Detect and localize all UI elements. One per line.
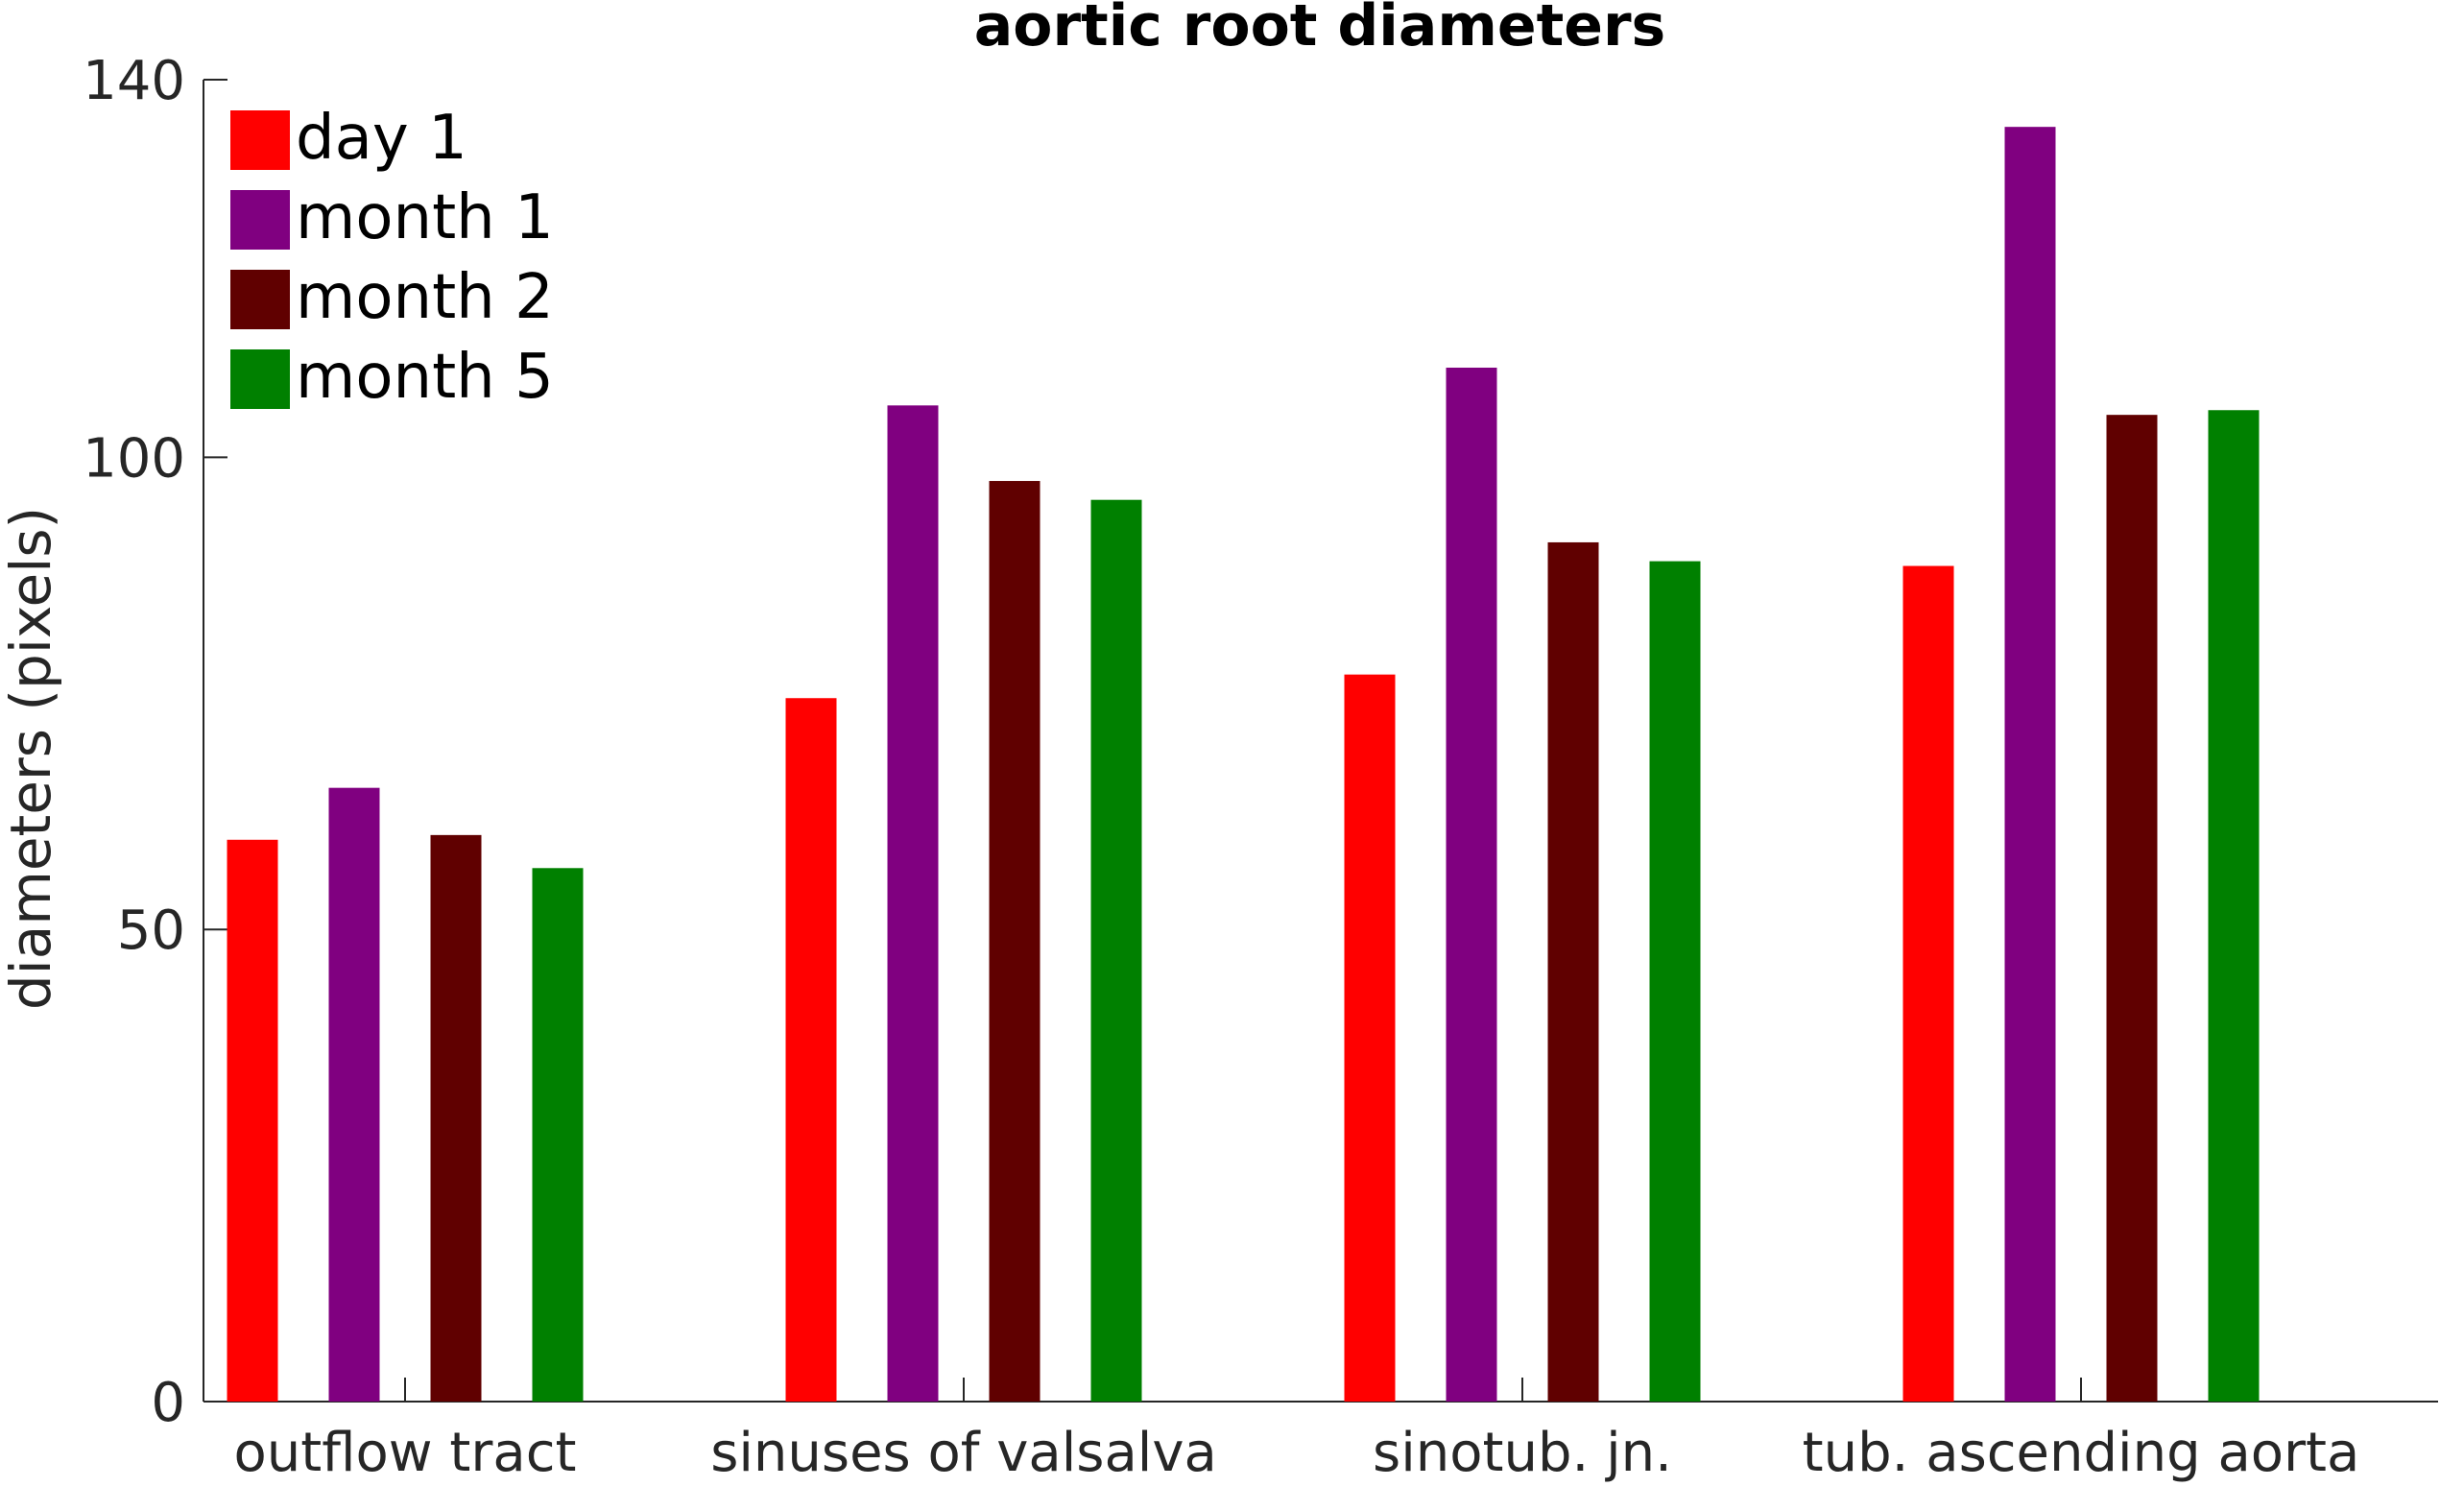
y-tick-label: 50 <box>117 899 185 962</box>
bar-month-1-1 <box>887 405 939 1402</box>
bar-day-1-0 <box>227 839 278 1402</box>
legend-swatch <box>230 190 290 250</box>
bar-month-5-0 <box>532 868 584 1402</box>
bar-month-2-1 <box>989 481 1041 1403</box>
bar-day-1-3 <box>1902 565 1954 1402</box>
bar-month-2-0 <box>430 834 482 1402</box>
legend-label: day 1 <box>296 103 467 174</box>
y-tick-label: 140 <box>83 50 185 112</box>
bar-month-2-2 <box>1547 541 1599 1402</box>
bar-month-5-3 <box>2208 410 2260 1402</box>
legend: day 1 month 1 month 2 month 5 <box>230 103 554 413</box>
bar-month-1-2 <box>1446 367 1497 1403</box>
legend-label: month 5 <box>296 342 554 413</box>
legend-swatch <box>230 110 290 170</box>
bar-month-2-3 <box>2106 415 2158 1402</box>
bar-month-5-1 <box>1090 499 1142 1402</box>
x-tick-label: sinuses of valsalva <box>710 1422 1217 1484</box>
x-tick-label: outflow tract <box>234 1422 577 1484</box>
bar-month-5-2 <box>1649 561 1701 1402</box>
bars <box>227 127 2260 1403</box>
bar-day-1-2 <box>1344 674 1396 1402</box>
y-tick-label: 0 <box>151 1372 185 1434</box>
legend-swatch <box>230 349 290 409</box>
legend-label: month 2 <box>296 262 554 333</box>
axes: 0 50 100 140 outflow tract sinuses of valsalv… <box>83 50 2438 1484</box>
chart-title: aortic root diameters <box>974 0 1666 60</box>
x-tick-label: tub. ascending aorta <box>1803 1422 2360 1484</box>
y-tick-label: 100 <box>83 427 185 490</box>
bar-day-1-1 <box>785 698 837 1402</box>
bar-month-1-0 <box>328 787 380 1402</box>
legend-swatch <box>230 270 290 329</box>
y-axis-label: diameters (pixels) <box>0 507 63 1010</box>
x-tick-label: sinotub. jn. <box>1373 1422 1672 1484</box>
legend-label: month 1 <box>296 182 554 253</box>
bar-month-1-3 <box>2004 127 2056 1402</box>
